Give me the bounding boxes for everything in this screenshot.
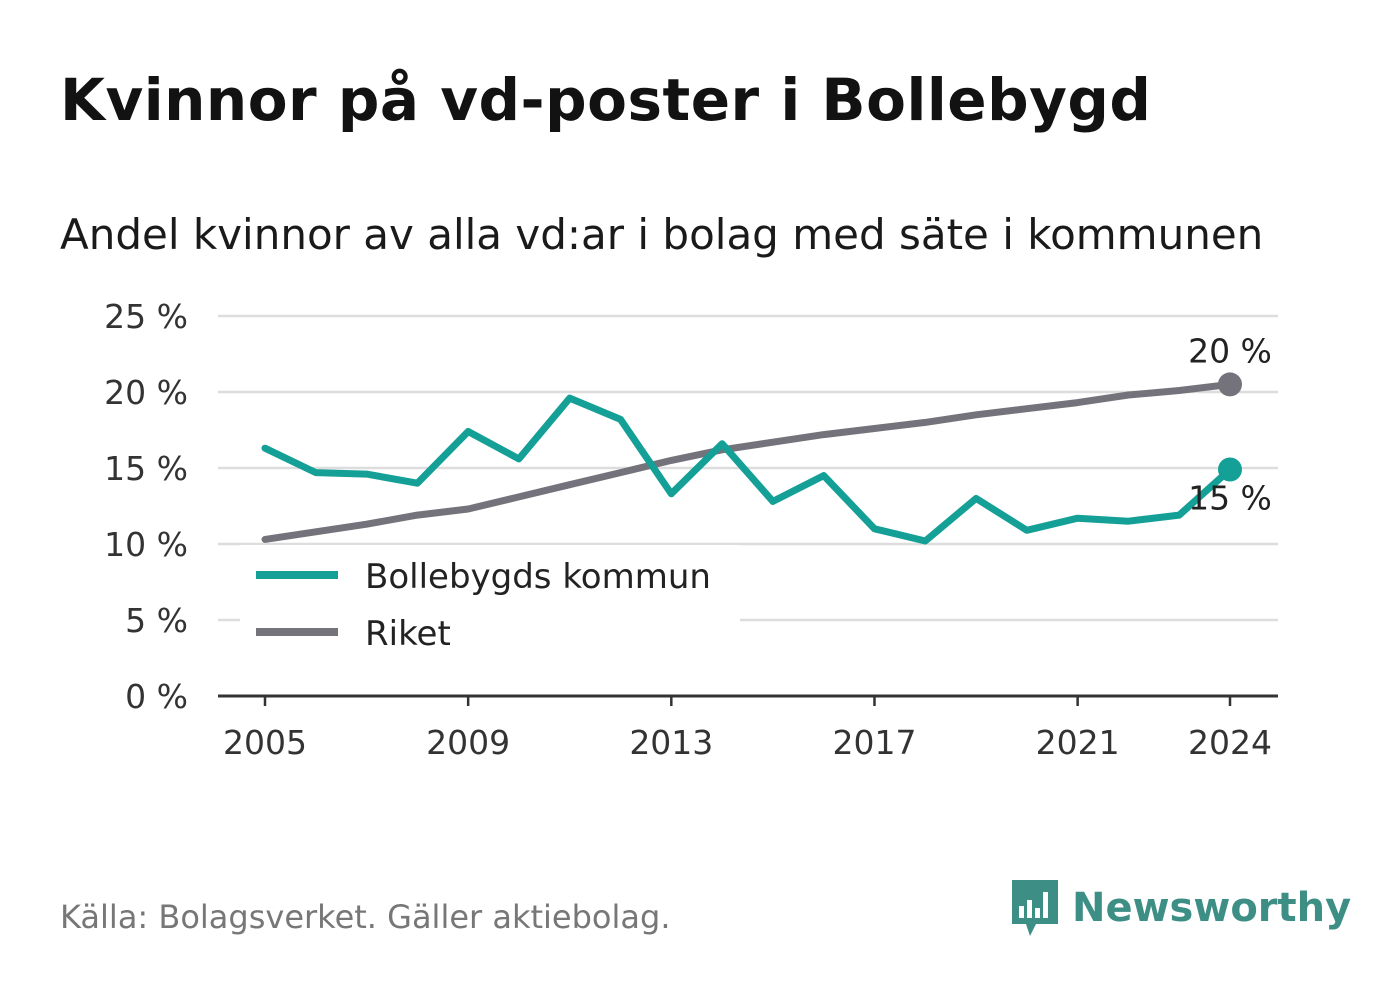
grid-layer: 0 % 5 % 10 % 15 % 20 % 25 % 2005 2009 2013 2017 20… <box>104 297 1278 762</box>
y-tick-label: 25 % <box>104 297 188 336</box>
x-tick-label: 2005 <box>223 723 307 762</box>
x-tick-label: 2013 <box>629 723 713 762</box>
y-tick-label: 0 % <box>125 677 188 716</box>
end-label-riket: 20 % <box>1188 331 1272 370</box>
brand-logo: Newsworthy <box>1010 878 1351 938</box>
series-line-riket <box>261 380 1234 543</box>
x-tick-label: 2021 <box>1036 723 1120 762</box>
brand-name: Newsworthy <box>1072 885 1352 931</box>
chart-subtitle: Andel kvinnor av alla vd:ar i bolag med … <box>60 210 1264 259</box>
legend-label-kommun: Bollebygds kommun <box>365 557 711 597</box>
source-note: Källa: Bolagsverket. Gäller aktiebolag. <box>60 898 671 936</box>
x-tick-label: 2009 <box>426 723 510 762</box>
x-tick-label: 2024 <box>1188 723 1272 762</box>
series-layer <box>261 380 1234 545</box>
y-tick-label: 20 % <box>104 373 188 412</box>
end-marker-riket <box>1218 372 1242 397</box>
legend: Bollebygds kommun Riket <box>240 545 740 673</box>
legend-background <box>240 545 740 673</box>
x-tick-label: 2017 <box>832 723 916 762</box>
chart-title: Kvinnor på vd-poster i Bollebygd <box>60 66 1152 134</box>
end-label-kommun: 15 % <box>1188 479 1272 518</box>
newsworthy-logo-icon <box>1012 880 1058 936</box>
end-marker-kommun <box>1218 457 1242 482</box>
y-tick-label: 5 % <box>125 601 188 640</box>
legend-label-riket: Riket <box>365 614 451 654</box>
marker-layer: 15 % 20 % <box>1188 331 1272 517</box>
series-line-kommun <box>261 394 1234 545</box>
y-tick-label: 15 % <box>104 449 188 488</box>
y-tick-label: 10 % <box>104 525 188 564</box>
